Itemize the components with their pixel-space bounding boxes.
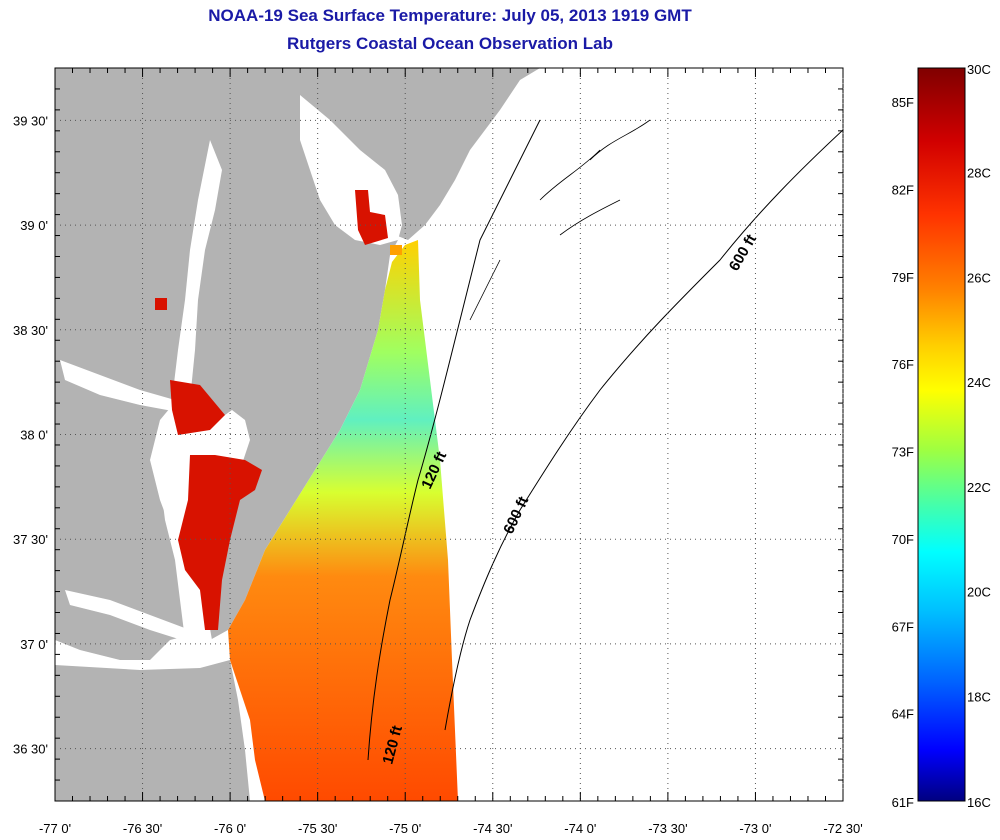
- colorbar-celsius-label: 18C: [967, 689, 991, 704]
- sst-chesapeake-warm-2: [170, 380, 225, 435]
- sst-chesapeake-warm-1: [178, 455, 262, 630]
- colorbar: [917, 67, 966, 802]
- delaware-bay: [300, 95, 402, 245]
- lon-tick-label: -77 0': [39, 821, 71, 836]
- lon-tick-label: -76 30': [123, 821, 162, 836]
- land-delmarva: [55, 68, 400, 660]
- colorbar-fahrenheit-label: 79F: [892, 270, 914, 285]
- land-virginia-south: [55, 660, 250, 801]
- lon-tick-label: -73 0': [739, 821, 771, 836]
- colorbar-celsius-label: 28C: [967, 166, 991, 181]
- lon-tick-label: -76 0': [214, 821, 246, 836]
- colorbar-fahrenheit-label: 85F: [892, 95, 914, 110]
- latitude-labels: 39 30' 39 0' 38 30' 38 0' 37 30' 37 0' 36 30': [13, 113, 48, 756]
- sst-delaware-warm: [355, 190, 388, 245]
- sst-small-patch: [155, 298, 167, 310]
- colorbar-celsius-label: 30C: [967, 62, 991, 77]
- colorbar-celsius-label: 22C: [967, 480, 991, 495]
- land-new-jersey: [300, 68, 540, 240]
- graticule: [55, 68, 844, 801]
- colorbar-fahrenheit-label: 73F: [892, 445, 914, 460]
- colorbar-fahrenheit-label: 82F: [892, 182, 914, 197]
- lon-tick-label: -75 0': [389, 821, 421, 836]
- map-area: [55, 68, 843, 801]
- colorbar-celsius-labels: 30C 28C 26C 24C 22C 20C 18C 16C: [967, 62, 991, 810]
- colorbar-fahrenheit-label: 70F: [892, 532, 914, 547]
- lon-tick-label: -75 30': [298, 821, 337, 836]
- shelf-features-line: [469, 119, 651, 321]
- lat-tick-label: 38 30': [13, 323, 48, 338]
- lat-tick-label: 37 30': [13, 532, 48, 547]
- map-subtitle: Rutgers Coastal Ocean Observation Lab: [287, 34, 613, 53]
- colorbar-fahrenheit-labels: 85F 82F 79F 76F 73F 70F 67F 64F 61F: [892, 95, 914, 810]
- contour-120ft-line: [367, 119, 541, 761]
- contour-600ft-line: [444, 129, 843, 731]
- lat-tick-label: 38 0': [20, 428, 48, 443]
- colorbar-fahrenheit-label: 61F: [892, 795, 914, 810]
- potomac-river: [60, 360, 178, 412]
- colorbar-celsius-label: 20C: [967, 585, 991, 600]
- lat-tick-label: 39 0': [20, 218, 48, 233]
- chesapeake-bay: [160, 140, 222, 650]
- axis-ticks: [54, 67, 844, 802]
- longitude-labels: -77 0' -76 30' -76 0' -75 30' -75 0' -74 30' -…: [39, 821, 863, 836]
- colorbar-fahrenheit-label: 76F: [892, 357, 914, 372]
- lat-tick-label: 39 30': [13, 113, 48, 128]
- colorbar-celsius-label: 26C: [967, 270, 991, 285]
- lat-tick-label: 37 0': [20, 637, 48, 652]
- sst-swath: [228, 240, 458, 801]
- james-river: [65, 590, 190, 642]
- lat-tick-label: 36 30': [13, 742, 48, 757]
- sst-small-patch-2: [390, 245, 402, 255]
- colorbar-celsius-label: 16C: [967, 795, 991, 810]
- colorbar-fahrenheit-label: 67F: [892, 619, 914, 634]
- colorbar-fahrenheit-label: 64F: [892, 707, 914, 722]
- map-title: NOAA-19 Sea Surface Temperature: July 05…: [208, 6, 692, 25]
- lon-tick-label: -72 30': [823, 821, 862, 836]
- lon-tick-label: -74 0': [564, 821, 596, 836]
- lon-tick-label: -73 30': [648, 821, 687, 836]
- lon-tick-label: -74 30': [473, 821, 512, 836]
- colorbar-celsius-label: 24C: [967, 375, 991, 390]
